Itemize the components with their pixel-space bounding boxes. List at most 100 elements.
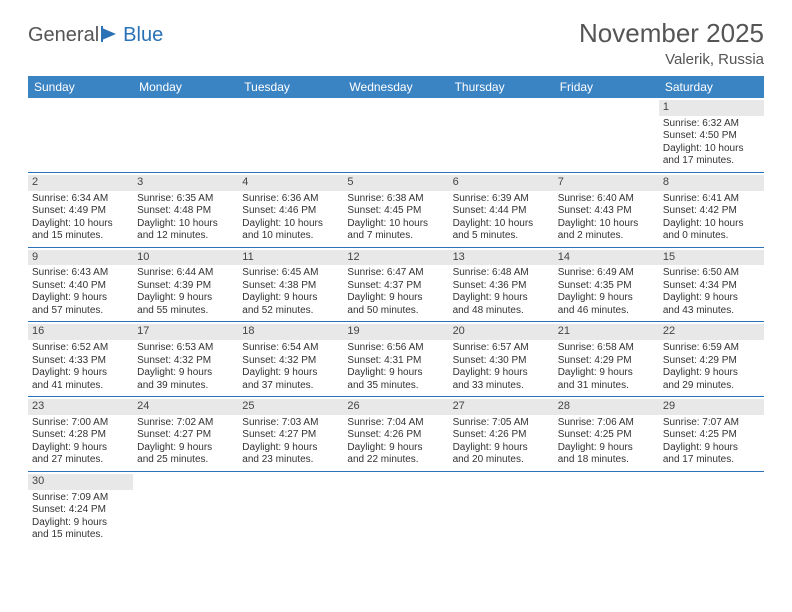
sunset-line: Sunset: 4:33 PM xyxy=(32,355,129,368)
sunset-line: Sunset: 4:27 PM xyxy=(242,429,339,442)
sunset-line: Sunset: 4:26 PM xyxy=(453,429,550,442)
daylight-line-2: and 37 minutes. xyxy=(242,380,339,393)
sunset-line: Sunset: 4:43 PM xyxy=(558,205,655,218)
day-number: 4 xyxy=(238,175,343,191)
daylight-line-1: Daylight: 9 hours xyxy=(32,442,129,455)
daylight-line-1: Daylight: 9 hours xyxy=(663,367,760,380)
day-number: 19 xyxy=(343,324,448,340)
sunset-line: Sunset: 4:29 PM xyxy=(558,355,655,368)
daylight-line-2: and 25 minutes. xyxy=(137,454,234,467)
daylight-line-1: Daylight: 9 hours xyxy=(32,517,129,530)
daylight-line-2: and 48 minutes. xyxy=(453,305,550,318)
daylight-line-1: Daylight: 9 hours xyxy=(137,292,234,305)
sunrise-line: Sunrise: 6:40 AM xyxy=(558,193,655,206)
weekday-thu: Thursday xyxy=(449,76,554,98)
day-number: 8 xyxy=(659,175,764,191)
sunrise-line: Sunrise: 7:04 AM xyxy=(347,417,444,430)
daylight-line-2: and 57 minutes. xyxy=(32,305,129,318)
day-number: 12 xyxy=(343,250,448,266)
sunset-line: Sunset: 4:50 PM xyxy=(663,130,760,143)
brand-word2: Blue xyxy=(123,24,163,47)
calendar-day xyxy=(238,472,343,546)
day-number: 29 xyxy=(659,399,764,415)
sunrise-line: Sunrise: 6:38 AM xyxy=(347,193,444,206)
day-number: 17 xyxy=(133,324,238,340)
sunset-line: Sunset: 4:46 PM xyxy=(242,205,339,218)
sunset-line: Sunset: 4:49 PM xyxy=(32,205,129,218)
day-number-empty xyxy=(133,100,238,116)
sunrise-line: Sunrise: 6:43 AM xyxy=(32,267,129,280)
daylight-line-2: and 46 minutes. xyxy=(558,305,655,318)
calendar-week: 1Sunrise: 6:32 AMSunset: 4:50 PMDaylight… xyxy=(28,98,764,173)
daylight-line-1: Daylight: 9 hours xyxy=(558,442,655,455)
daylight-line-1: Daylight: 9 hours xyxy=(32,367,129,380)
calendar-week: 16Sunrise: 6:52 AMSunset: 4:33 PMDayligh… xyxy=(28,322,764,397)
calendar-day: 29Sunrise: 7:07 AMSunset: 4:25 PMDayligh… xyxy=(659,397,764,471)
day-number-empty xyxy=(449,474,554,490)
sunset-line: Sunset: 4:36 PM xyxy=(453,280,550,293)
calendar-day xyxy=(343,98,448,172)
daylight-line-1: Daylight: 9 hours xyxy=(663,292,760,305)
daylight-line-2: and 29 minutes. xyxy=(663,380,760,393)
calendar-day: 5Sunrise: 6:38 AMSunset: 4:45 PMDaylight… xyxy=(343,173,448,247)
weekday-header: Sunday Monday Tuesday Wednesday Thursday… xyxy=(28,76,764,98)
day-number: 2 xyxy=(28,175,133,191)
calendar-day: 10Sunrise: 6:44 AMSunset: 4:39 PMDayligh… xyxy=(133,248,238,322)
daylight-line-1: Daylight: 10 hours xyxy=(242,218,339,231)
daylight-line-1: Daylight: 9 hours xyxy=(453,367,550,380)
daylight-line-1: Daylight: 10 hours xyxy=(558,218,655,231)
calendar-day: 4 Sunrise: 6:36 AMSunset: 4:46 PMDaylight… xyxy=(238,173,343,247)
day-number: 23 xyxy=(28,399,133,415)
sunset-line: Sunset: 4:37 PM xyxy=(347,280,444,293)
calendar-day: 20Sunrise: 6:57 AMSunset: 4:30 PMDayligh… xyxy=(449,322,554,396)
day-number: 20 xyxy=(449,324,554,340)
calendar-day xyxy=(343,472,448,546)
sunset-line: Sunset: 4:35 PM xyxy=(558,280,655,293)
sunrise-line: Sunrise: 7:09 AM xyxy=(32,492,129,505)
header: General Blue November 2025 Valerik, Russ… xyxy=(28,18,764,68)
calendar-day: 8Sunrise: 6:41 AMSunset: 4:42 PMDaylight… xyxy=(659,173,764,247)
day-number: 16 xyxy=(28,324,133,340)
calendar-day xyxy=(449,472,554,546)
daylight-line-2: and 50 minutes. xyxy=(347,305,444,318)
daylight-line-2: and 20 minutes. xyxy=(453,454,550,467)
sunrise-line: Sunrise: 6:56 AM xyxy=(347,342,444,355)
location-label: Valerik, Russia xyxy=(579,51,764,68)
calendar-day: 13Sunrise: 6:48 AMSunset: 4:36 PMDayligh… xyxy=(449,248,554,322)
calendar-day: 25Sunrise: 7:03 AMSunset: 4:27 PMDayligh… xyxy=(238,397,343,471)
calendar-day: 18Sunrise: 6:54 AMSunset: 4:32 PMDayligh… xyxy=(238,322,343,396)
daylight-line-1: Daylight: 10 hours xyxy=(663,218,760,231)
weekday-sat: Saturday xyxy=(659,76,764,98)
calendar-day: 19Sunrise: 6:56 AMSunset: 4:31 PMDayligh… xyxy=(343,322,448,396)
day-number: 27 xyxy=(449,399,554,415)
daylight-line-2: and 31 minutes. xyxy=(558,380,655,393)
daylight-line-1: Daylight: 10 hours xyxy=(663,143,760,156)
day-number: 6 xyxy=(449,175,554,191)
sunrise-line: Sunrise: 6:59 AM xyxy=(663,342,760,355)
day-number: 26 xyxy=(343,399,448,415)
calendar-week: 9Sunrise: 6:43 AMSunset: 4:40 PMDaylight… xyxy=(28,248,764,323)
sunset-line: Sunset: 4:25 PM xyxy=(558,429,655,442)
daylight-line-1: Daylight: 9 hours xyxy=(32,292,129,305)
daylight-line-1: Daylight: 9 hours xyxy=(242,442,339,455)
daylight-line-2: and 35 minutes. xyxy=(347,380,444,393)
day-number-empty xyxy=(28,100,133,116)
daylight-line-2: and 12 minutes. xyxy=(137,230,234,243)
daylight-line-1: Daylight: 9 hours xyxy=(453,442,550,455)
day-number: 21 xyxy=(554,324,659,340)
day-number: 14 xyxy=(554,250,659,266)
sunset-line: Sunset: 4:30 PM xyxy=(453,355,550,368)
day-number: 15 xyxy=(659,250,764,266)
daylight-line-2: and 0 minutes. xyxy=(663,230,760,243)
sunrise-line: Sunrise: 6:36 AM xyxy=(242,193,339,206)
sunrise-line: Sunrise: 6:50 AM xyxy=(663,267,760,280)
daylight-line-2: and 7 minutes. xyxy=(347,230,444,243)
day-number: 10 xyxy=(133,250,238,266)
calendar-day xyxy=(238,98,343,172)
calendar-day: 30Sunrise: 7:09 AMSunset: 4:24 PMDayligh… xyxy=(28,472,133,546)
calendar-day: 6Sunrise: 6:39 AMSunset: 4:44 PMDaylight… xyxy=(449,173,554,247)
day-number: 22 xyxy=(659,324,764,340)
sunrise-line: Sunrise: 7:03 AM xyxy=(242,417,339,430)
sunrise-line: Sunrise: 6:58 AM xyxy=(558,342,655,355)
calendar-body: 1Sunrise: 6:32 AMSunset: 4:50 PMDaylight… xyxy=(28,98,764,546)
